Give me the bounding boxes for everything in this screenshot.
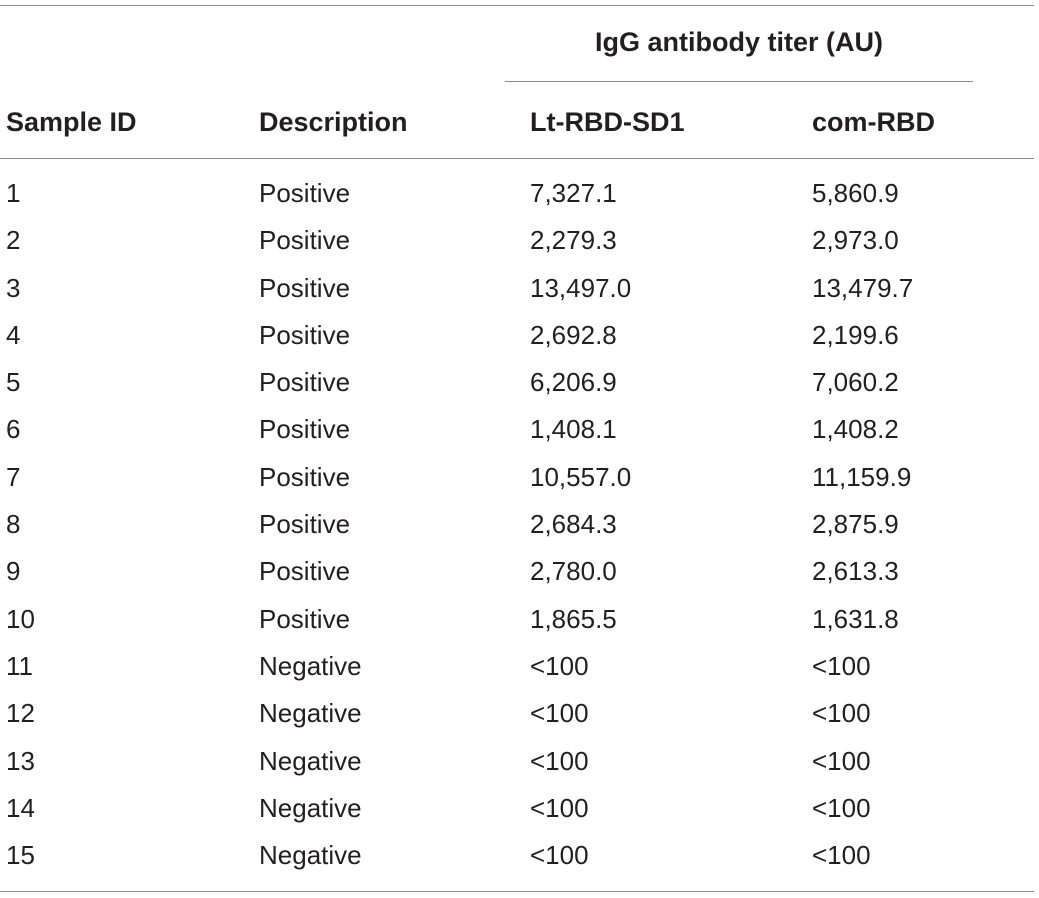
- sample-id-cell: 14: [6, 792, 35, 823]
- table-bottom-rule: [0, 891, 1034, 892]
- description-cell: Negative: [259, 792, 362, 823]
- com-rbd-cell: <100: [812, 698, 871, 729]
- sample-id-cell: 10: [6, 603, 35, 634]
- lt-rbd-sd1-cell: 10,557.0: [530, 461, 632, 492]
- description-cell: Positive: [259, 319, 351, 350]
- description-cell: Negative: [259, 840, 362, 871]
- com-rbd-cell: 2,613.3: [812, 556, 899, 587]
- com-rbd-cell: <100: [812, 650, 871, 681]
- com-rbd-cell: 2,875.9: [812, 509, 899, 540]
- com-rbd-cell: <100: [812, 745, 871, 776]
- sample-id-cell: 4: [6, 319, 21, 350]
- description-cell: Positive: [259, 178, 351, 208]
- table-row: 6 Positive 1,408.1 1,408.2: [0, 406, 1034, 453]
- table-row: 12 Negative <100 <100: [0, 690, 1034, 737]
- lt-rbd-sd1-cell: <100: [530, 840, 589, 871]
- description-cell: Positive: [259, 509, 351, 540]
- lt-rbd-sd1-cell: 2,780.0: [530, 556, 617, 587]
- description-cell: Positive: [259, 225, 351, 256]
- table-row: 7 Positive 10,557.0 11,159.9: [0, 454, 1034, 501]
- com-rbd-cell: 7,060.2: [812, 367, 899, 398]
- lt-rbd-sd1-cell: <100: [530, 650, 589, 681]
- sample-id-cell: 8: [6, 509, 21, 540]
- table-row: 8 Positive 2,684.3 2,875.9: [0, 501, 1034, 548]
- sample-id-cell: 13: [6, 745, 35, 776]
- table-row: 1 Positive 7,327.1 5,860.9: [0, 170, 1034, 217]
- column-header-lt-rbd-sd1: Lt-RBD-SD1: [530, 107, 685, 137]
- table-row: 4 Positive 2,692.8 2,199.6: [0, 312, 1034, 359]
- table-row: 11 Negative <100 <100: [0, 643, 1034, 690]
- lt-rbd-sd1-cell: <100: [530, 698, 589, 729]
- table-body: 1 Positive 7,327.1 5,860.9 2 Positive 2,279.3 2…: [0, 170, 1034, 879]
- table-top-rule: [0, 5, 1034, 6]
- sample-id-cell: 15: [6, 840, 35, 871]
- com-rbd-cell: 2,973.0: [812, 225, 899, 256]
- lt-rbd-sd1-cell: <100: [530, 792, 589, 823]
- description-cell: Negative: [259, 745, 362, 776]
- table-row: 2 Positive 2,279.3 2,973.0: [0, 217, 1034, 264]
- sample-id-cell: 9: [6, 556, 21, 587]
- description-cell: Positive: [259, 414, 351, 445]
- lt-rbd-sd1-cell: 2,684.3: [530, 509, 617, 540]
- com-rbd-cell: 2,199.6: [812, 319, 899, 350]
- lt-rbd-sd1-cell: 13,497.0: [530, 272, 632, 303]
- sample-id-cell: 2: [6, 225, 21, 256]
- lt-rbd-sd1-cell: 1,408.1: [530, 414, 617, 445]
- com-rbd-cell: 11,159.9: [812, 461, 912, 492]
- lt-rbd-sd1-cell: 1,865.5: [530, 603, 617, 634]
- lt-rbd-sd1-cell: 7,327.1: [530, 178, 617, 208]
- header-bottom-rule: [0, 158, 1034, 159]
- lt-rbd-sd1-cell: 2,692.8: [530, 319, 617, 350]
- description-cell: Positive: [259, 603, 351, 634]
- table-row: 14 Negative <100 <100: [0, 785, 1034, 832]
- table-row: 10 Positive 1,865.5 1,631.8: [0, 596, 1034, 643]
- com-rbd-cell: <100: [812, 840, 871, 871]
- column-header-com-rbd: com-RBD: [812, 107, 936, 137]
- com-rbd-cell: 1,408.2: [812, 414, 899, 445]
- table-row: 13 Negative <100 <100: [0, 738, 1034, 785]
- lt-rbd-sd1-cell: 2,279.3: [530, 225, 617, 256]
- group-header-igg-titer: IgG antibody titer (AU): [595, 27, 883, 57]
- column-header-description: Description: [259, 107, 408, 137]
- sample-id-cell: 1: [6, 178, 21, 208]
- sample-id-cell: 6: [6, 414, 21, 445]
- com-rbd-cell: 13,479.7: [812, 272, 914, 303]
- description-cell: Negative: [259, 650, 362, 681]
- com-rbd-cell: 1,631.8: [812, 603, 899, 634]
- description-cell: Negative: [259, 698, 362, 729]
- table-row: 15 Negative <100 <100: [0, 832, 1034, 879]
- group-header-rule: [505, 81, 973, 82]
- table-row: 9 Positive 2,780.0 2,613.3: [0, 548, 1034, 595]
- description-cell: Positive: [259, 556, 351, 587]
- table-row: 5 Positive 6,206.9 7,060.2: [0, 359, 1034, 406]
- sample-id-cell: 11: [6, 650, 33, 681]
- sample-id-cell: 12: [6, 698, 35, 729]
- com-rbd-cell: <100: [812, 792, 871, 823]
- column-header-sample-id: Sample ID: [6, 107, 137, 137]
- com-rbd-cell: 5,860.9: [812, 178, 899, 208]
- description-cell: Positive: [259, 367, 351, 398]
- description-cell: Positive: [259, 461, 351, 492]
- description-cell: Positive: [259, 272, 351, 303]
- table-row: 3 Positive 13,497.0 13,479.7: [0, 265, 1034, 312]
- sample-id-cell: 5: [6, 367, 21, 398]
- lt-rbd-sd1-cell: <100: [530, 745, 589, 776]
- lt-rbd-sd1-cell: 6,206.9: [530, 367, 617, 398]
- sample-id-cell: 7: [6, 461, 21, 492]
- sample-id-cell: 3: [6, 272, 21, 303]
